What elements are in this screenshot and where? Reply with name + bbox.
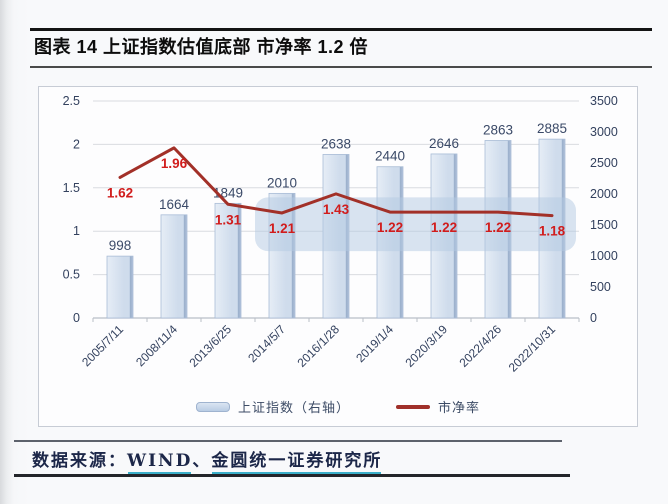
- right-axis-tick-label: 2500: [590, 156, 618, 170]
- right-axis-tick-label: 3000: [590, 125, 618, 139]
- pb-ratio-value-label: 1.18: [539, 224, 566, 239]
- bar: [106, 255, 134, 319]
- x-axis-label: 2014/5/7: [245, 322, 288, 365]
- pb-ratio-value-label: 1.96: [161, 156, 188, 171]
- pb-ratio-line: [118, 146, 554, 218]
- right-axis-tick-label: 1500: [590, 218, 618, 232]
- x-axis-label: 2013/6/25: [186, 322, 234, 370]
- left-axis-tick-label: 1: [73, 224, 80, 238]
- left-axis-tick-label: 2.5: [63, 94, 80, 108]
- pb-ratio-value-label: 1.22: [485, 220, 511, 235]
- pb-ratio-value-label: 1.22: [431, 220, 457, 235]
- chart-legend: 上证指数（右轴） 市净率: [39, 397, 637, 416]
- x-axis-label: 2022/4/26: [456, 322, 504, 370]
- x-axis-label: 2019/1/4: [353, 322, 396, 365]
- bar-value-label: 2863: [483, 122, 513, 137]
- figure-caption: 图表 14 上证指数估值底部 市净率 1.2 倍: [34, 37, 369, 57]
- right-axis-tick-label: 3500: [590, 94, 618, 108]
- legend-label: 市净率: [438, 400, 481, 415]
- left-axis-tick-label: 1.5: [63, 181, 80, 195]
- bar-value-label: 2440: [375, 149, 405, 164]
- bar: [214, 202, 242, 319]
- pb-ratio-value-label: 1.21: [269, 221, 296, 236]
- footer-source-part: 金圆统一证券研究所: [211, 451, 383, 471]
- right-axis-tick-label: 0: [590, 311, 597, 325]
- line-series-swatch-icon: [396, 404, 430, 409]
- combo-chart: 0 0.5 1 1.5 2 2.5 0 500 1000 1500 2000 2500 3000 3500…: [63, 94, 618, 375]
- bar-series-swatch-icon: [195, 401, 230, 412]
- x-axis-label: 2020/3/19: [402, 322, 450, 370]
- pb-ratio-value-label: 1.22: [377, 220, 403, 235]
- legend-item-index-bars: 上证指数（右轴）: [195, 397, 350, 416]
- title-bottom-rule: [30, 66, 652, 68]
- bar-value-label: 998: [109, 238, 132, 253]
- footer-top-rule: [14, 440, 562, 442]
- left-axis-tick-label: 0.5: [63, 268, 80, 282]
- x-axis-label: 2005/7/11: [79, 322, 126, 369]
- right-axis-tick-label: 2000: [590, 187, 618, 201]
- x-axis-label: 2016/1/28: [294, 322, 342, 370]
- left-axis-tick-label: 0: [73, 311, 80, 325]
- right-axis-tick-label: 500: [590, 280, 611, 294]
- data-source-note: 数据来源：WIND、金圆统一证券研究所: [32, 446, 382, 471]
- bar-value-label: 2646: [429, 136, 459, 151]
- chart-panel: 0 0.5 1 1.5 2 2.5 0 500 1000 1500 2000 2500 3000 3500…: [38, 86, 638, 427]
- pb-ratio-value-label: 1.62: [107, 185, 133, 200]
- bar-value-label: 1664: [159, 197, 190, 212]
- bar-value-label: 2885: [537, 121, 567, 136]
- left-axis-tick-label: 2: [73, 137, 80, 151]
- footer-source-part: 数据来源：: [32, 451, 127, 471]
- pb-ratio-value-label: 1.31: [215, 212, 242, 227]
- bar-value-label: 2010: [267, 175, 297, 190]
- footer-source-part: 、: [192, 451, 212, 471]
- title-top-rule: [30, 28, 652, 31]
- footer-source-part: WIND: [127, 451, 193, 471]
- pb-ratio-value-label: 1.43: [323, 202, 350, 217]
- x-axis-label: 2022/10/31: [506, 322, 559, 375]
- legend-label: 上证指数（右轴）: [237, 400, 350, 415]
- right-axis-tick-label: 1000: [590, 249, 618, 263]
- x-axis-label: 2008/11/4: [133, 322, 180, 369]
- footer-bottom-rule: [14, 474, 570, 477]
- bar: [160, 214, 188, 319]
- bar-value-label: 2638: [321, 136, 351, 151]
- legend-item-pb-ratio-line: 市净率: [396, 397, 480, 416]
